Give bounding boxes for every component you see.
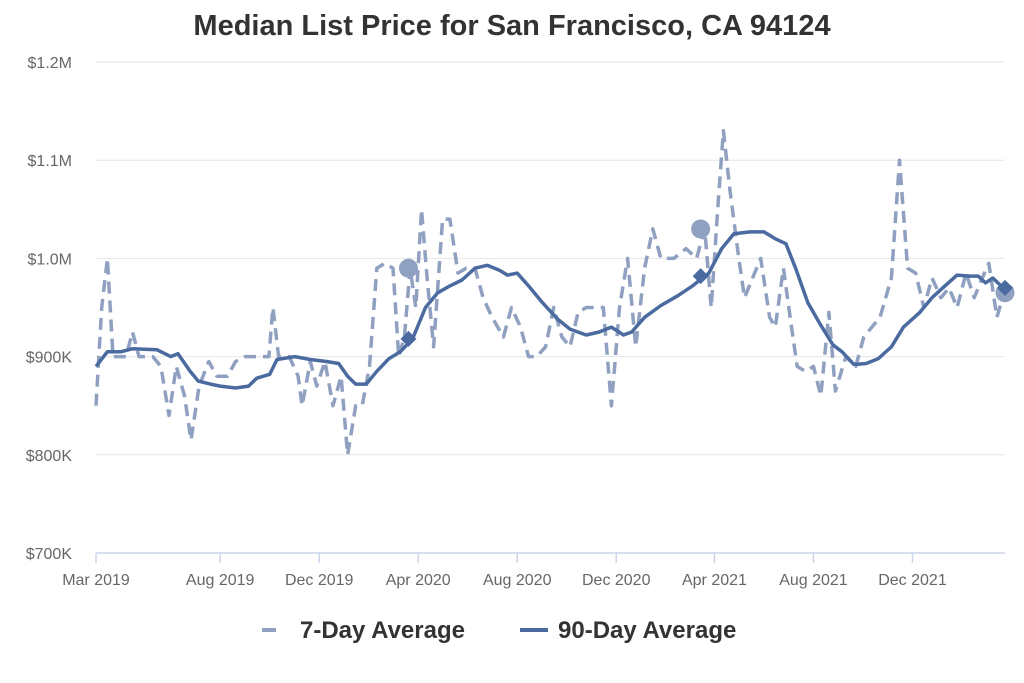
data-point-marker[interactable] xyxy=(398,258,418,278)
y-tick-label: $1.0M xyxy=(28,251,72,268)
chart-title: Median List Price for San Francisco, CA … xyxy=(193,10,831,42)
y-tick-label: $1.1M xyxy=(28,153,72,170)
x-tick-label: Dec 2019 xyxy=(285,572,354,589)
legend-item-90-day[interactable]: 90-Day Average xyxy=(520,617,736,644)
y-tick-label: $1.2M xyxy=(28,55,72,72)
legend-label: 90-Day Average xyxy=(558,617,736,644)
x-tick-label: Apr 2020 xyxy=(386,572,451,589)
data-point-marker[interactable] xyxy=(997,279,1013,296)
legend[interactable]: 7-Day Average 90-Day Average xyxy=(262,617,736,644)
x-tick-label: Aug 2019 xyxy=(186,572,255,589)
x-tick-label: Dec 2020 xyxy=(582,572,651,589)
legend-item-7-day[interactable]: 7-Day Average xyxy=(262,617,465,644)
x-tick-label: Dec 2021 xyxy=(878,572,947,589)
data-point-marker[interactable] xyxy=(691,219,711,239)
series-line-7-day[interactable] xyxy=(94,128,1005,457)
legend-label: 7-Day Average xyxy=(300,617,465,644)
y-tick-label: $900K xyxy=(26,350,73,367)
x-tick-label: Apr 2021 xyxy=(682,572,747,589)
y-axis: $700K $800K $900K $1.0M $1.1M $1.2M xyxy=(26,55,73,563)
grid-layer xyxy=(96,61,1005,456)
y-tick-label: $800K xyxy=(26,448,73,465)
data-point-marker[interactable] xyxy=(400,330,417,347)
series-line-90-day[interactable] xyxy=(94,230,1007,390)
x-tick-label: Aug 2020 xyxy=(483,572,552,589)
x-tick-label: Mar 2019 xyxy=(62,572,130,589)
x-axis: Mar 2019 Aug 2019 Dec 2019 Apr 2020 Aug 2020… xyxy=(62,552,1005,589)
data-point-marker[interactable] xyxy=(692,268,709,285)
y-tick-label: $700K xyxy=(26,546,73,563)
marker-layer xyxy=(398,219,1015,347)
series-layer xyxy=(94,128,1007,457)
x-tick-label: Aug 2021 xyxy=(779,572,848,589)
